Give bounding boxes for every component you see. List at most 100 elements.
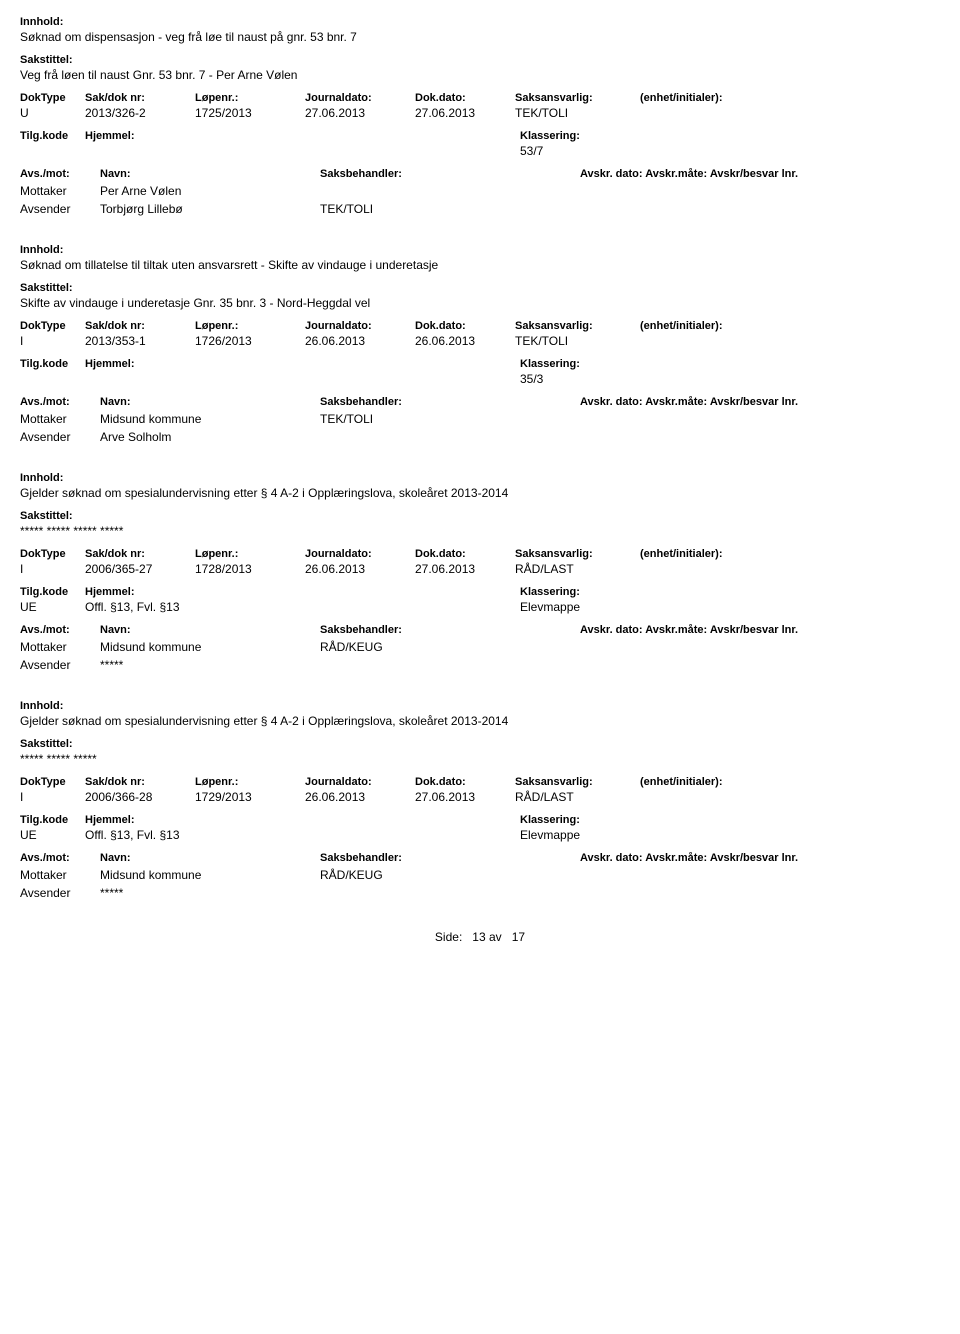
avskr-labels: Avskr. dato: Avskr.måte: Avskr/besvar ln… <box>580 852 940 864</box>
saksbehandler-label: Saksbehandler: <box>320 624 580 636</box>
party-row: Mottaker Per Arne Vølen <box>20 184 940 198</box>
party-row: Mottaker Midsund kommune TEK/TOLI <box>20 412 940 426</box>
party-row: Avsender Torbjørg Lillebø TEK/TOLI <box>20 202 940 216</box>
val-tilgkode <box>20 144 85 158</box>
hdr-journaldato: Journaldato: <box>305 320 415 332</box>
hdr-enhet: (enhet/initialer): <box>640 92 790 104</box>
hdr-journaldato: Journaldato: <box>305 548 415 560</box>
val-lopenr: 1725/2013 <box>195 106 305 120</box>
party-name: ***** <box>100 658 320 672</box>
val-doktype: I <box>20 334 85 348</box>
party-handler <box>320 886 580 900</box>
val-hjemmel: Offl. §13, Fvl. §13 <box>85 828 335 842</box>
tilg-header-row: Tilg.kode Hjemmel: Klassering: <box>20 586 940 598</box>
val-jdato: 26.06.2013 <box>305 562 415 576</box>
hdr-saknr: Sak/dok nr: <box>85 776 195 788</box>
hdr-lopenr: Løpenr.: <box>195 776 305 788</box>
party-role: Mottaker <box>20 640 100 654</box>
data-row: I 2013/353-1 1726/2013 26.06.2013 26.06.… <box>20 334 940 348</box>
val-klassering: 53/7 <box>520 144 940 158</box>
hdr-doktype: DokType <box>20 92 85 104</box>
avsmot-header: Avs./mot: Navn: Saksbehandler: Avskr. da… <box>20 168 940 180</box>
column-headers: DokType Sak/dok nr: Løpenr.: Journaldato… <box>20 776 940 788</box>
val-doktype: U <box>20 106 85 120</box>
party-role: Avsender <box>20 886 100 900</box>
sakstittel-text: ***** ***** ***** <box>20 752 940 766</box>
val-doktype: I <box>20 562 85 576</box>
val-saksansv: RÅD/LAST <box>515 790 640 804</box>
navn-label: Navn: <box>100 168 320 180</box>
hdr-saknr: Sak/dok nr: <box>85 548 195 560</box>
innhold-label: Innhold: <box>20 16 940 28</box>
sakstittel-label: Sakstittel: <box>20 282 940 294</box>
val-saknr: 2013/353-1 <box>85 334 195 348</box>
data-row: U 2013/326-2 1725/2013 27.06.2013 27.06.… <box>20 106 940 120</box>
party-row: Avsender ***** <box>20 658 940 672</box>
hdr-enhet: (enhet/initialer): <box>640 548 790 560</box>
sakstittel-label: Sakstittel: <box>20 738 940 750</box>
party-role: Avsender <box>20 658 100 672</box>
klassering-label: Klassering: <box>520 130 580 142</box>
sakstittel-label: Sakstittel: <box>20 510 940 522</box>
party-row: Avsender Arve Solholm <box>20 430 940 444</box>
sakstittel-text: Skifte av vindauge i underetasje Gnr. 35… <box>20 296 940 310</box>
val-ddato: 27.06.2013 <box>415 790 515 804</box>
val-tilgkode: UE <box>20 600 85 614</box>
avsmot-label: Avs./mot: <box>20 396 100 408</box>
navn-label: Navn: <box>100 396 320 408</box>
val-ddato: 27.06.2013 <box>415 106 515 120</box>
party-handler: TEK/TOLI <box>320 202 580 216</box>
hdr-saksansvarlig: Saksansvarlig: <box>515 548 640 560</box>
page-footer: Side: 13 av 17 <box>20 930 940 944</box>
journal-record: Innhold: Gjelder søknad om spesialunderv… <box>20 472 940 672</box>
party-handler <box>320 658 580 672</box>
party-name: Arve Solholm <box>100 430 320 444</box>
journal-record: Innhold: Søknad om dispensasjon - veg fr… <box>20 16 940 216</box>
avskr-labels: Avskr. dato: Avskr.måte: Avskr/besvar ln… <box>580 396 940 408</box>
val-klassering: Elevmappe <box>520 828 940 842</box>
data-row: I 2006/365-27 1728/2013 26.06.2013 27.06… <box>20 562 940 576</box>
val-hjemmel <box>85 144 335 158</box>
klassering-label: Klassering: <box>520 586 580 598</box>
hdr-doktype: DokType <box>20 548 85 560</box>
party-handler: RÅD/KEUG <box>320 868 580 882</box>
sakstittel-label: Sakstittel: <box>20 54 940 66</box>
val-hjemmel <box>85 372 335 386</box>
column-headers: DokType Sak/dok nr: Løpenr.: Journaldato… <box>20 548 940 560</box>
footer-page: 13 <box>472 930 485 944</box>
avskr-labels: Avskr. dato: Avskr.måte: Avskr/besvar ln… <box>580 168 940 180</box>
party-role: Mottaker <box>20 184 100 198</box>
hdr-dokdato: Dok.dato: <box>415 92 515 104</box>
hdr-enhet: (enhet/initialer): <box>640 776 790 788</box>
column-headers: DokType Sak/dok nr: Løpenr.: Journaldato… <box>20 320 940 332</box>
party-handler: RÅD/KEUG <box>320 640 580 654</box>
val-enhet <box>640 790 790 804</box>
tilgkode-label: Tilg.kode <box>20 130 85 142</box>
hdr-doktype: DokType <box>20 776 85 788</box>
party-name: ***** <box>100 886 320 900</box>
sakstittel-text: ***** ***** ***** ***** <box>20 524 940 538</box>
party-role: Mottaker <box>20 868 100 882</box>
hjemmel-label: Hjemmel: <box>85 586 160 598</box>
avsmot-label: Avs./mot: <box>20 624 100 636</box>
footer-side-label: Side: <box>435 930 462 944</box>
innhold-label: Innhold: <box>20 472 940 484</box>
navn-label: Navn: <box>100 624 320 636</box>
innhold-text: Gjelder søknad om spesialundervisning et… <box>20 486 940 500</box>
val-jdato: 26.06.2013 <box>305 790 415 804</box>
klassering-label: Klassering: <box>520 814 580 826</box>
party-name: Per Arne Vølen <box>100 184 320 198</box>
hdr-saksansvarlig: Saksansvarlig: <box>515 320 640 332</box>
val-tilgkode <box>20 372 85 386</box>
hjemmel-data-row: 53/7 <box>20 144 940 158</box>
party-row: Mottaker Midsund kommune RÅD/KEUG <box>20 640 940 654</box>
party-row: Avsender ***** <box>20 886 940 900</box>
tilg-header-row: Tilg.kode Hjemmel: Klassering: <box>20 130 940 142</box>
saksbehandler-label: Saksbehandler: <box>320 168 580 180</box>
val-enhet <box>640 106 790 120</box>
val-klassering: Elevmappe <box>520 600 940 614</box>
tilg-header-row: Tilg.kode Hjemmel: Klassering: <box>20 814 940 826</box>
journal-record: Innhold: Gjelder søknad om spesialunderv… <box>20 700 940 900</box>
hdr-dokdato: Dok.dato: <box>415 320 515 332</box>
val-saknr: 2013/326-2 <box>85 106 195 120</box>
